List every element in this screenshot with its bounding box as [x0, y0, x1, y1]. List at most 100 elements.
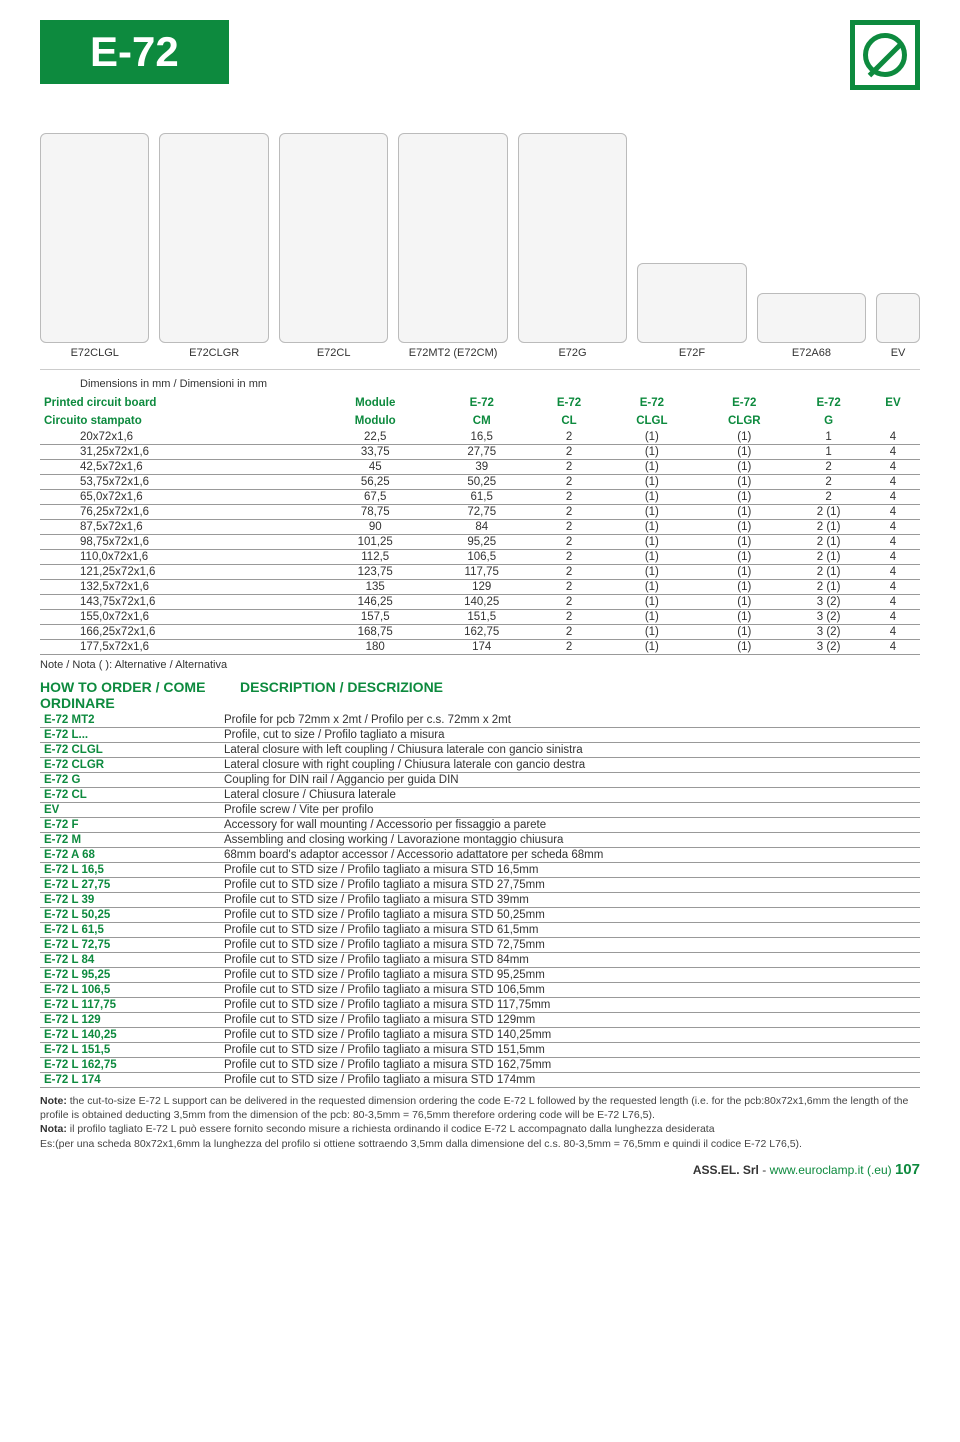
brand-logo [850, 20, 920, 90]
table-cell: (1) [697, 475, 791, 490]
table-cell: (1) [606, 505, 697, 520]
order-description: Profile cut to STD size / Profilo taglia… [220, 1043, 920, 1058]
table-cell: (1) [606, 550, 697, 565]
col-header: E-72 [606, 394, 697, 412]
table-cell: 123,75 [319, 565, 432, 580]
table-cell: 180 [319, 640, 432, 655]
order-code: E-72 L 84 [40, 953, 220, 968]
col-header: CL [532, 412, 607, 430]
table-cell: 143,75x72x1,6 [40, 595, 319, 610]
table-cell: 151,5 [432, 610, 532, 625]
table-cell: 27,75 [432, 445, 532, 460]
diagram-part [518, 133, 627, 343]
table-cell: 76,25x72x1,6 [40, 505, 319, 520]
table-cell: 4 [866, 595, 920, 610]
table-cell: 4 [866, 460, 920, 475]
table-cell: 84 [432, 520, 532, 535]
diagram-label: E72A68 [792, 347, 831, 359]
table-cell: 4 [866, 610, 920, 625]
table-row: E-72 L 39Profile cut to STD size / Profi… [40, 893, 920, 908]
table-cell: 50,25 [432, 475, 532, 490]
table-cell: (1) [697, 565, 791, 580]
table-row: 166,25x72x1,6168,75162,752(1)(1)3 (2)4 [40, 625, 920, 640]
order-code: E-72 L 95,25 [40, 968, 220, 983]
table-row: E-72 CLGLLateral closure with left coupl… [40, 743, 920, 758]
order-description: Profile cut to STD size / Profilo taglia… [220, 968, 920, 983]
diagram-part [159, 133, 268, 343]
order-description: Profile cut to STD size / Profilo taglia… [220, 1073, 920, 1088]
table-cell: 3 (2) [791, 625, 866, 640]
dimensions-note: Dimensions in mm / Dimensioni in mm [80, 378, 920, 390]
order-code: E-72 MT2 [40, 713, 220, 728]
table-cell: 2 [532, 475, 607, 490]
table-header-row: Circuito stampato Modulo CM CL CLGL CLGR… [40, 412, 920, 430]
order-code: E-72 L... [40, 728, 220, 743]
table-cell: 2 [532, 490, 607, 505]
table-cell: 3 (2) [791, 595, 866, 610]
table-cell: (1) [697, 430, 791, 445]
order-code: E-72 CL [40, 788, 220, 803]
table-cell: 20x72x1,6 [40, 430, 319, 445]
product-title-badge: E-72 [40, 20, 229, 84]
table-cell: (1) [697, 460, 791, 475]
order-code: E-72 L 39 [40, 893, 220, 908]
order-code: E-72 CLGL [40, 743, 220, 758]
col-header: CM [432, 412, 532, 430]
order-description: Lateral closure with left coupling / Chi… [220, 743, 920, 758]
table-cell: 2 [532, 565, 607, 580]
table-cell: 65,0x72x1,6 [40, 490, 319, 505]
order-description: Profile cut to STD size / Profilo taglia… [220, 923, 920, 938]
col-header: Printed circuit board [40, 394, 319, 412]
table-row: E-72 MT2Profile for pcb 72mm x 2mt / Pro… [40, 713, 920, 728]
table-cell: 4 [866, 580, 920, 595]
table-cell: 2 (1) [791, 565, 866, 580]
order-code: E-72 L 129 [40, 1013, 220, 1028]
order-code: E-72 L 16,5 [40, 863, 220, 878]
table-cell: 146,25 [319, 595, 432, 610]
order-description: Profile cut to STD size / Profilo taglia… [220, 863, 920, 878]
table-row: 121,25x72x1,6123,75117,752(1)(1)2 (1)4 [40, 565, 920, 580]
table-cell: 2 [791, 475, 866, 490]
table-row: 177,5x72x1,61801742(1)(1)3 (2)4 [40, 640, 920, 655]
table-cell: 16,5 [432, 430, 532, 445]
table-row: 110,0x72x1,6112,5106,52(1)(1)2 (1)4 [40, 550, 920, 565]
table-row: E-72 L...Profile, cut to size / Profilo … [40, 728, 920, 743]
table-cell: 155,0x72x1,6 [40, 610, 319, 625]
table-row: E-72 L 151,5Profile cut to STD size / Pr… [40, 1043, 920, 1058]
table-cell: 2 [532, 580, 607, 595]
table-cell: 117,75 [432, 565, 532, 580]
diagram-part [637, 263, 746, 343]
table-row: E-72 L 16,5Profile cut to STD size / Pro… [40, 863, 920, 878]
col-header: CLGR [697, 412, 791, 430]
table-cell: (1) [697, 520, 791, 535]
table-cell: 22,5 [319, 430, 432, 445]
table-cell: 33,75 [319, 445, 432, 460]
order-description: Profile cut to STD size / Profilo taglia… [220, 1013, 920, 1028]
table-cell: 2 (1) [791, 505, 866, 520]
table-cell: (1) [606, 595, 697, 610]
table-cell: 98,75x72x1,6 [40, 535, 319, 550]
footer-url: www.euroclamp.it (.eu) [770, 1163, 892, 1177]
table-row: 132,5x72x1,61351292(1)(1)2 (1)4 [40, 580, 920, 595]
table-row: E-72 CLGRLateral closure with right coup… [40, 758, 920, 773]
order-code: E-72 M [40, 833, 220, 848]
col-header: Module [319, 394, 432, 412]
col-header: EV [866, 394, 920, 412]
order-description: Profile cut to STD size / Profilo taglia… [220, 998, 920, 1013]
table-row: E-72 L 162,75Profile cut to STD size / P… [40, 1058, 920, 1073]
table-cell: 168,75 [319, 625, 432, 640]
table-cell: 166,25x72x1,6 [40, 625, 319, 640]
table-cell: (1) [697, 535, 791, 550]
table-cell: 31,25x72x1,6 [40, 445, 319, 460]
table-cell: 106,5 [432, 550, 532, 565]
table-row: E-72 L 61,5Profile cut to STD size / Pro… [40, 923, 920, 938]
order-description: Coupling for DIN rail / Aggancio per gui… [220, 773, 920, 788]
table-cell: (1) [697, 580, 791, 595]
order-description-table: E-72 MT2Profile for pcb 72mm x 2mt / Pro… [40, 713, 920, 1088]
order-description: Profile cut to STD size / Profilo taglia… [220, 893, 920, 908]
table-row: EVProfile screw / Vite per profilo [40, 803, 920, 818]
table-cell: 135 [319, 580, 432, 595]
table-cell: 4 [866, 490, 920, 505]
table-cell: 3 (2) [791, 610, 866, 625]
footnote-label: Nota: [40, 1123, 67, 1135]
